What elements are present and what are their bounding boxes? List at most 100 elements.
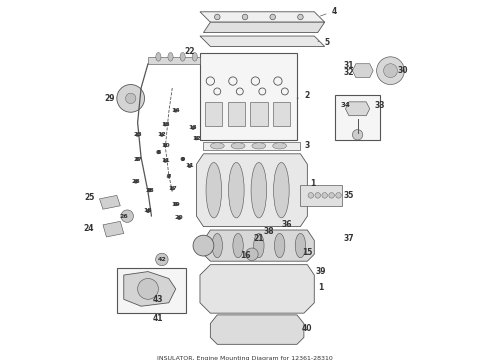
Text: 42: 42 [157, 257, 166, 262]
Circle shape [163, 143, 168, 147]
Text: 20: 20 [175, 215, 183, 220]
Polygon shape [210, 315, 304, 344]
Polygon shape [200, 265, 314, 313]
Polygon shape [203, 142, 300, 150]
Circle shape [167, 174, 171, 179]
Circle shape [136, 157, 140, 161]
Circle shape [242, 14, 248, 20]
Ellipse shape [168, 53, 173, 61]
Polygon shape [196, 154, 307, 226]
Circle shape [329, 193, 334, 198]
Bar [228, 102, 245, 126]
Bar [200, 53, 297, 140]
Text: 37: 37 [343, 234, 354, 243]
Polygon shape [352, 64, 373, 78]
Ellipse shape [212, 234, 222, 258]
Text: 36: 36 [281, 220, 292, 229]
Text: 21: 21 [254, 234, 264, 243]
Ellipse shape [251, 162, 267, 218]
Polygon shape [203, 230, 314, 261]
Circle shape [177, 216, 181, 220]
Text: 17: 17 [168, 186, 176, 191]
Polygon shape [345, 102, 370, 116]
Circle shape [195, 136, 198, 140]
Ellipse shape [228, 162, 244, 218]
Text: 35: 35 [343, 191, 354, 200]
Text: 26: 26 [120, 214, 128, 219]
Circle shape [170, 186, 174, 190]
Polygon shape [200, 12, 325, 22]
Text: 2: 2 [297, 91, 309, 100]
Circle shape [117, 85, 145, 112]
Text: 16: 16 [240, 252, 250, 261]
Circle shape [191, 126, 195, 130]
Ellipse shape [192, 53, 197, 61]
Bar [205, 102, 222, 126]
Text: 28: 28 [146, 188, 154, 193]
Text: 33: 33 [375, 101, 385, 110]
Circle shape [297, 14, 303, 20]
Circle shape [134, 179, 138, 184]
Text: 4: 4 [320, 6, 337, 16]
Text: 32: 32 [343, 68, 354, 77]
Polygon shape [148, 57, 200, 64]
Ellipse shape [273, 143, 287, 149]
Circle shape [147, 188, 152, 192]
Circle shape [193, 235, 214, 256]
Ellipse shape [156, 53, 161, 61]
Text: 10: 10 [161, 143, 170, 148]
Circle shape [163, 159, 168, 163]
Bar [250, 102, 268, 126]
Circle shape [188, 164, 192, 168]
Text: 15: 15 [302, 248, 313, 257]
Text: 1: 1 [318, 283, 324, 292]
Circle shape [136, 133, 140, 137]
Circle shape [215, 14, 220, 20]
Circle shape [163, 122, 168, 126]
Text: 12: 12 [192, 136, 201, 141]
Text: 34: 34 [341, 102, 350, 108]
Text: 18: 18 [144, 208, 152, 213]
Circle shape [308, 193, 314, 198]
Bar [273, 102, 290, 126]
Polygon shape [99, 195, 120, 209]
Circle shape [138, 279, 158, 299]
Ellipse shape [210, 143, 224, 149]
Circle shape [377, 57, 404, 85]
Text: 39: 39 [316, 267, 326, 276]
Circle shape [322, 193, 327, 198]
Text: 30: 30 [397, 66, 408, 75]
Text: 29: 29 [105, 94, 115, 103]
Text: 31: 31 [343, 61, 354, 70]
Text: 19: 19 [172, 202, 180, 207]
Text: 3: 3 [305, 141, 310, 150]
Circle shape [173, 202, 178, 206]
Polygon shape [203, 22, 325, 32]
Polygon shape [300, 185, 342, 206]
Text: 12: 12 [157, 132, 166, 137]
Text: 25: 25 [84, 193, 94, 202]
Text: 40: 40 [302, 324, 313, 333]
Text: 14: 14 [172, 108, 180, 113]
Circle shape [156, 253, 168, 266]
Text: 41: 41 [153, 314, 164, 323]
Ellipse shape [233, 234, 243, 258]
Circle shape [146, 209, 150, 213]
Ellipse shape [274, 234, 285, 258]
Text: 11: 11 [185, 163, 194, 168]
Bar [335, 95, 380, 140]
Polygon shape [103, 221, 124, 237]
Text: 27: 27 [133, 157, 142, 162]
Ellipse shape [231, 143, 245, 149]
Text: 24: 24 [84, 224, 95, 233]
Ellipse shape [295, 234, 306, 258]
Bar [117, 268, 186, 313]
Circle shape [160, 133, 164, 137]
Ellipse shape [180, 53, 185, 61]
Text: 11: 11 [161, 158, 170, 163]
Text: 38: 38 [264, 227, 274, 236]
Circle shape [121, 210, 133, 222]
Circle shape [384, 64, 397, 78]
Ellipse shape [254, 234, 264, 258]
Circle shape [181, 157, 185, 161]
